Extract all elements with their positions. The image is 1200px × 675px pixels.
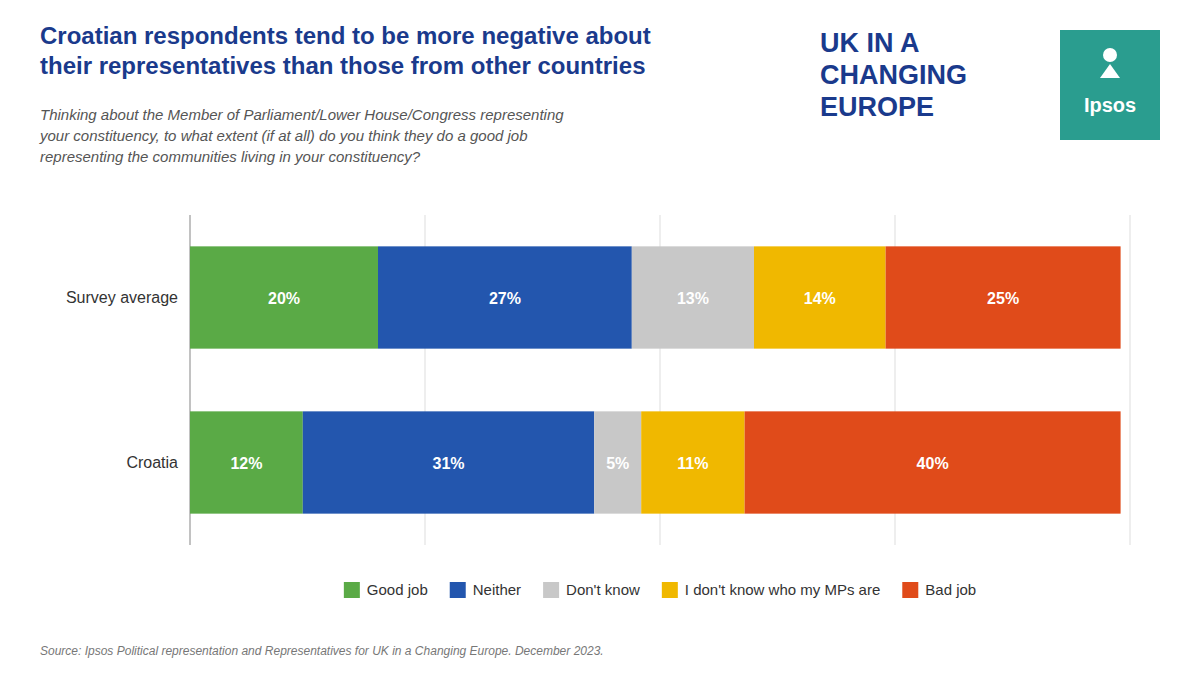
- legend: Good job Neither Don't know I don't know wh…: [344, 581, 976, 598]
- data-label: 12%: [230, 455, 262, 472]
- subtitle-line: representing the communities living in y…: [40, 148, 421, 165]
- data-label: 40%: [917, 455, 949, 472]
- subtitle: Thinking about the Member of Parliament/…: [39, 106, 564, 165]
- legend-item: Neither: [450, 581, 521, 598]
- legend-swatch: [450, 582, 466, 598]
- ipsos-icon: [1100, 64, 1120, 78]
- logo-text: EUROPE: [820, 92, 934, 122]
- bar-segment: [378, 246, 632, 348]
- logo-text: CHANGING: [820, 60, 967, 90]
- legend-swatch: [902, 582, 918, 598]
- subtitle-line: Thinking about the Member of Parliament/…: [40, 106, 564, 123]
- data-label: 11%: [677, 455, 708, 472]
- logo-text: Ipsos: [1084, 94, 1136, 116]
- legend-swatch: [344, 582, 360, 598]
- category-label: Survey average: [66, 289, 178, 306]
- grid-line: [1130, 215, 1131, 545]
- bar-segment: [303, 411, 594, 513]
- data-label: 20%: [268, 290, 300, 307]
- legend-swatch: [662, 582, 678, 598]
- data-label: 5%: [606, 455, 629, 472]
- ipsos-icon: [1103, 48, 1117, 62]
- legend-label: Don't know: [566, 581, 640, 598]
- data-labels: 20% 27% 13% 14% 25% 12% 31% 5% 11% 40%: [230, 290, 1019, 472]
- legend-item: I don't know who my MPs are: [662, 581, 880, 598]
- bar-segment: [190, 411, 303, 513]
- bar-segment: [632, 246, 754, 348]
- bar-segment: [594, 411, 641, 513]
- bar-segment: [886, 246, 1121, 348]
- bar-segment: [641, 411, 744, 513]
- bar-segment: [754, 246, 886, 348]
- grid: [190, 215, 1130, 545]
- legend-item: Don't know: [543, 581, 640, 598]
- legend-label: Good job: [367, 581, 428, 598]
- data-label: 31%: [432, 455, 464, 472]
- source: Source: Ipsos Political representation a…: [40, 644, 604, 658]
- legend-item: Good job: [344, 581, 428, 598]
- chart: Croatian respondents tend to be more neg…: [0, 0, 1200, 675]
- title-line: their representatives than those from ot…: [40, 52, 645, 79]
- data-label: 14%: [804, 290, 836, 307]
- ipsos-box: [1060, 30, 1160, 140]
- legend-item: Bad job: [902, 581, 976, 598]
- bar-segment: [190, 246, 378, 348]
- legend-label: Bad job: [925, 581, 976, 598]
- bar-segment: [745, 411, 1121, 513]
- data-label: 25%: [987, 290, 1019, 307]
- data-label: 27%: [489, 290, 521, 307]
- title: Croatian respondents tend to be more neg…: [40, 22, 651, 79]
- title-line: Croatian respondents tend to be more neg…: [40, 22, 651, 49]
- legend-label: I don't know who my MPs are: [685, 581, 880, 598]
- data-label: 13%: [677, 290, 709, 307]
- legend-swatch: [543, 582, 559, 598]
- subtitle-line: your constituency, to what extent (if at…: [39, 127, 528, 144]
- bars: [190, 246, 1121, 513]
- legend-label: Neither: [473, 581, 521, 598]
- category-label: Croatia: [126, 454, 178, 471]
- logo-text: UK IN A: [820, 28, 920, 58]
